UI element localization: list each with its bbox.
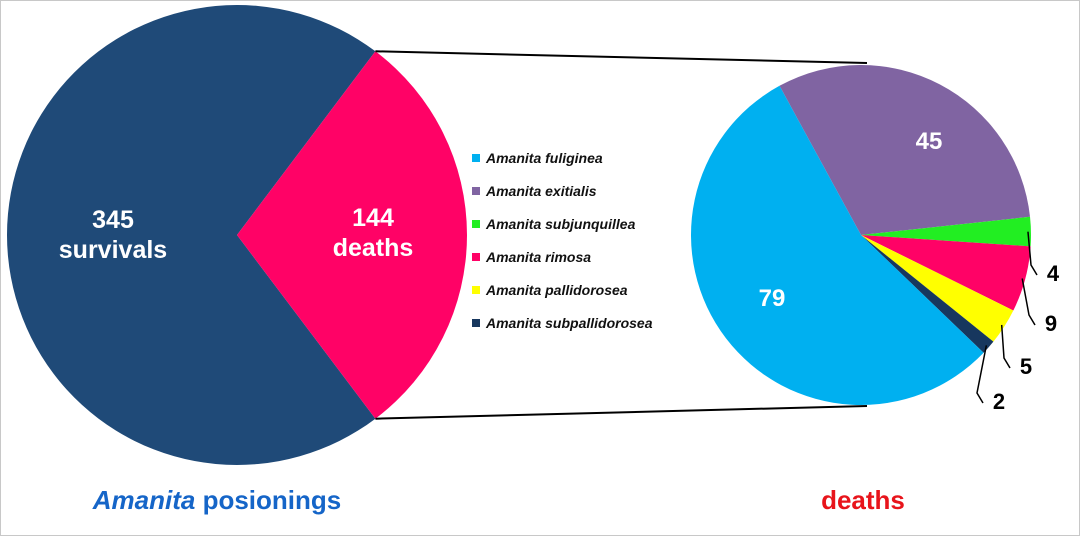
- left-pie-value-deaths: 144: [352, 204, 394, 232]
- connector-line-bottom: [375, 405, 868, 420]
- left-pie-slice-survivals: [6, 4, 376, 465]
- callout-leader-amanita-pallidorosea: [1000, 324, 1011, 369]
- callout-value-amanita-pallidorosea: 5: [1020, 354, 1032, 379]
- legend-label-amanita-subjunquillea: Amanita subjunquillea: [485, 216, 636, 232]
- legend-label-amanita-fuliginea: Amanita fuliginea: [485, 150, 603, 166]
- left-caption: Amanita posionings: [92, 485, 341, 515]
- legend-label-amanita-pallidorosea: Amanita pallidorosea: [485, 282, 628, 298]
- left-caption-rest: posionings: [195, 485, 341, 515]
- right-pie-slice-amanita-rimosa: [861, 235, 1031, 311]
- left-pie-label-deaths: 144 deaths: [333, 204, 414, 262]
- left-pie-name-survivals: survivals: [59, 236, 167, 264]
- right-pie-value-amanita-exitialis: 45: [916, 128, 943, 155]
- right-pie-slice-amanita-subpallidorosea: [861, 235, 994, 353]
- right-caption: deaths: [821, 485, 905, 515]
- right-pie-slice-amanita-subjunquillea: [861, 216, 1032, 247]
- callout-value-amanita-subpallidorosea: 2: [993, 389, 1005, 414]
- right-pie-slice-amanita-fuliginea: [690, 85, 984, 406]
- legend-label-amanita-exitialis: Amanita exitialis: [485, 183, 597, 199]
- legend-label-amanita-rimosa: Amanita rimosa: [485, 249, 591, 265]
- left-pie-name-deaths: deaths: [333, 234, 414, 262]
- legend-swatch-amanita-pallidorosea: [472, 286, 480, 294]
- right-pie: 79 45: [690, 64, 1032, 406]
- legend-swatch-amanita-fuliginea: [472, 154, 480, 162]
- left-pie-slice-deaths: [237, 51, 467, 419]
- legend-swatch-amanita-rimosa: [472, 253, 480, 261]
- right-pie-value-amanita-fuliginea: 79: [759, 285, 786, 312]
- legend-swatch-amanita-exitialis: [472, 187, 480, 195]
- callout-value-amanita-subjunquillea: 4: [1047, 261, 1060, 286]
- connector-line-top: [375, 50, 868, 64]
- right-pie-slice-amanita-exitialis: [779, 64, 1031, 235]
- callout-labels: 4 952: [976, 231, 1060, 414]
- legend-label-amanita-subpallidorosea: Amanita subpallidorosea: [485, 315, 653, 331]
- left-pie-value-survivals: 345: [92, 206, 134, 234]
- right-pie-slice-amanita-pallidorosea: [861, 235, 1014, 342]
- left-caption-genus: Amanita: [92, 485, 196, 515]
- callout-leader-amanita-subjunquillea: [1027, 231, 1038, 276]
- legend: Amanita fuliginea Amanita exitialis Amanit…: [472, 150, 653, 331]
- legend-swatch-amanita-subjunquillea: [472, 220, 480, 228]
- callout-leader-amanita-subpallidorosea: [976, 345, 988, 404]
- callout-value-amanita-rimosa: 9: [1045, 311, 1057, 336]
- legend-swatch-amanita-subpallidorosea: [472, 319, 480, 327]
- left-pie: 345 survivals 144 deaths: [6, 4, 467, 465]
- connector-lines: [375, 50, 868, 420]
- callout-leader-amanita-rimosa: [1021, 278, 1036, 326]
- left-pie-label-survivals: 345 survivals: [59, 206, 167, 264]
